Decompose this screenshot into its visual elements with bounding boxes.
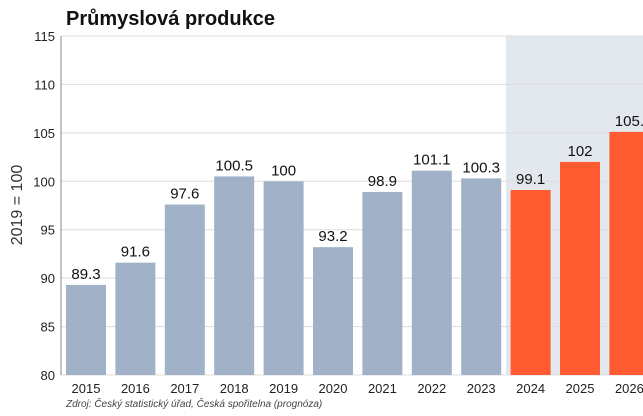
x-tick-label-2016: 2016 <box>121 381 150 396</box>
value-label-2018: 100.5 <box>215 157 253 174</box>
bar-2025 <box>560 161 600 375</box>
bar-2015 <box>66 284 106 375</box>
x-tick-label-2023: 2023 <box>467 381 496 396</box>
source-note: Zdroj: Český statistický úřad, Česká spo… <box>66 399 323 410</box>
value-label-2017: 97.6 <box>170 186 199 203</box>
y-tick-label-80: 80 <box>41 368 55 383</box>
y-tick-label-100: 100 <box>33 174 55 189</box>
bar-2020 <box>313 247 353 375</box>
value-label-2026: 105. <box>615 113 643 130</box>
x-tick-label-2024: 2024 <box>516 381 545 396</box>
bar-2016 <box>115 262 156 375</box>
bar-2017 <box>164 204 205 375</box>
x-tick-label-2018: 2018 <box>220 381 249 396</box>
value-label-2025: 102 <box>567 143 592 160</box>
x-tick-label-2019: 2019 <box>269 381 298 396</box>
chart-title: Průmyslová produkce <box>66 8 275 30</box>
bar-2019 <box>263 181 304 375</box>
value-labels: 89.3 91.6 97.6 100.5 100 93.2 98.9 101.1 100.3 99… <box>71 113 643 283</box>
bar-2022 <box>411 170 452 375</box>
value-label-2022: 101.1 <box>413 152 451 169</box>
x-tick-label-2020: 2020 <box>319 381 348 396</box>
bar-2026 <box>609 131 643 375</box>
value-label-2015: 89.3 <box>71 266 100 283</box>
value-label-2021: 98.9 <box>368 173 397 190</box>
y-axis-title: 2019 = 100 <box>9 165 26 246</box>
value-label-2019: 100 <box>271 162 296 179</box>
x-tick-label-2015: 2015 <box>72 381 101 396</box>
y-tick-label-105: 105 <box>33 126 55 141</box>
y-tick-label-110: 110 <box>34 77 55 92</box>
axis-ticks: 80 85 90 95 100 105 110 115 2015 2016 2017 2018 2019… <box>33 29 643 396</box>
y-tick-label-115: 115 <box>34 29 55 44</box>
value-label-2024: 99.1 <box>516 171 545 188</box>
y-tick-label-90: 90 <box>41 271 55 286</box>
x-tick-label-2021: 2021 <box>368 381 397 396</box>
bar-2023 <box>461 178 502 375</box>
bar-2024 <box>510 190 551 375</box>
y-tick-label-85: 85 <box>41 320 55 335</box>
x-tick-label-2017: 2017 <box>170 381 199 396</box>
value-label-2020: 93.2 <box>318 228 347 245</box>
bar-2018 <box>214 176 255 375</box>
bars <box>66 131 643 375</box>
value-label-2023: 100.3 <box>462 159 500 176</box>
x-tick-label-2022: 2022 <box>417 381 446 396</box>
value-label-2016: 91.6 <box>121 244 150 261</box>
y-tick-label-95: 95 <box>41 223 55 238</box>
x-tick-label-2025: 2025 <box>566 381 595 396</box>
bar-2021 <box>362 191 403 375</box>
x-tick-label-2026: 2026 <box>615 381 643 396</box>
